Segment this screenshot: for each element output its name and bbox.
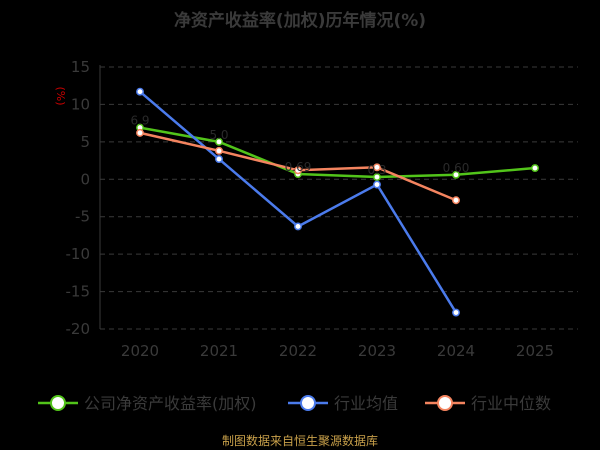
- series-line: [139, 90, 458, 314]
- series-0: [136, 123, 539, 181]
- data-point: [373, 180, 381, 189]
- axes: 15 10 5 0 -5 -10 -15 -20 (%) 2020 2021 2022 2023 2024…: [54, 58, 554, 360]
- y-tick-label: -15: [66, 283, 91, 301]
- legend-label: 公司净资产收益率(加权): [84, 394, 257, 413]
- data-point: [373, 173, 381, 181]
- series-2: [136, 128, 460, 205]
- grid-lines: [100, 66, 578, 330]
- series-1: [136, 87, 460, 317]
- legend-item-1: 行业均值: [288, 394, 398, 413]
- legend-label: 行业均值: [334, 394, 398, 413]
- legend: 公司净资产收益率(加权) 行业均值 行业中位数: [38, 394, 551, 413]
- x-tick-label: 2024: [437, 342, 475, 360]
- data-point: [452, 308, 460, 317]
- x-tick-label: 2021: [200, 342, 238, 360]
- y-tick-label: 5: [80, 133, 90, 151]
- data-point: [215, 155, 223, 164]
- x-tick-label: 2022: [279, 342, 317, 360]
- data-point: [215, 146, 223, 155]
- legend-item-0: 公司净资产收益率(加权): [38, 394, 257, 413]
- y-tick-label: 0: [80, 170, 90, 188]
- y-tick-label: 15: [71, 58, 90, 76]
- data-point: [215, 137, 223, 146]
- data-point: [294, 166, 302, 175]
- legend-marker: [437, 395, 453, 411]
- data-point: [452, 170, 460, 179]
- y-tick-label: -20: [66, 320, 91, 338]
- data-point: [531, 164, 539, 173]
- y-tick-label: -5: [75, 208, 90, 226]
- data-label: 0.60: [443, 161, 470, 175]
- legend-item-2: 行业中位数: [425, 394, 551, 413]
- data-label: 0.69: [285, 160, 312, 174]
- data-point: [452, 196, 460, 205]
- legend-marker: [300, 395, 316, 411]
- y-tick-label: 10: [71, 95, 90, 113]
- data-point: [136, 128, 144, 137]
- y-axis-unit-label: (%): [54, 86, 67, 105]
- x-tick-label: 2023: [358, 342, 396, 360]
- legend-label: 行业中位数: [471, 394, 551, 413]
- data-label: 6.9: [130, 114, 149, 128]
- legend-marker: [50, 395, 66, 411]
- x-tick-label: 2020: [121, 342, 159, 360]
- data-label: 5.0: [209, 128, 228, 142]
- x-tick-label: 2025: [516, 342, 554, 360]
- chart-title: 净资产收益率(加权)历年情况(%): [173, 11, 427, 31]
- data-point: [136, 87, 144, 96]
- series-line: [139, 126, 536, 179]
- data-point: [373, 163, 381, 172]
- source-note: 制图数据来自恒生聚源数据库: [221, 434, 378, 448]
- data-point: [294, 222, 302, 231]
- series-group: 6.9 5.0 0.69 0.3 0.60: [130, 87, 539, 317]
- y-tick-label: -10: [66, 245, 91, 263]
- data-label: 0.3: [367, 163, 386, 177]
